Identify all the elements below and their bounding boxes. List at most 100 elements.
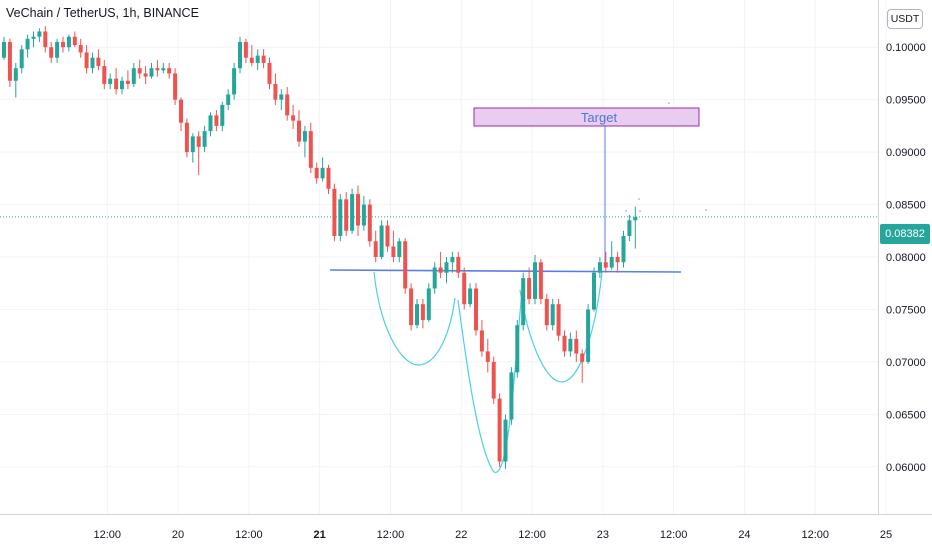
candle — [202, 125, 207, 153]
x-tick-label: 23 — [597, 529, 609, 541]
candle — [120, 76, 124, 95]
candle — [13, 62, 18, 98]
candle — [379, 220, 384, 260]
candle — [479, 319, 484, 357]
candle — [96, 49, 101, 71]
candle-body — [474, 288, 478, 331]
candle — [356, 185, 360, 237]
candle-body — [314, 167, 319, 179]
candle-body — [391, 246, 396, 257]
x-tick-label: 24 — [738, 529, 750, 541]
candle — [131, 62, 136, 88]
candle-body — [597, 262, 602, 273]
candle — [226, 89, 231, 111]
candle-body — [273, 83, 278, 100]
x-tick-label: 25 — [880, 529, 892, 541]
candle-body — [450, 257, 455, 263]
candle-body — [78, 45, 83, 53]
candle — [391, 230, 396, 263]
candle — [161, 62, 166, 74]
x-tick-label: 12:00 — [93, 529, 121, 541]
candle-body — [420, 304, 425, 320]
y-tick-label: 0.07500 — [886, 304, 926, 316]
candle — [167, 62, 172, 79]
candle-body — [120, 80, 124, 90]
y-tick-label: 0.10000 — [886, 42, 926, 54]
candle-body — [456, 257, 461, 273]
candle-body — [633, 217, 638, 221]
candle-body — [13, 68, 18, 81]
candle — [485, 338, 490, 373]
candle-body — [462, 272, 467, 305]
candle-body — [627, 220, 632, 237]
candle — [19, 45, 24, 74]
candle — [574, 330, 579, 362]
candle — [403, 238, 408, 294]
candle — [438, 251, 443, 278]
candle-body — [37, 31, 42, 37]
candle — [155, 59, 160, 77]
candle — [37, 28, 42, 42]
candle-body — [544, 298, 549, 326]
y-tick-label: 0.06500 — [886, 409, 926, 421]
target-box[interactable] — [473, 107, 700, 127]
left-shoulder-curve — [373, 271, 456, 366]
candle — [243, 38, 248, 63]
candle-body — [167, 68, 172, 74]
candle-body — [255, 55, 260, 63]
candle — [190, 133, 195, 163]
candle — [173, 68, 178, 105]
candle — [61, 36, 65, 53]
candle-body — [444, 262, 449, 273]
candle-body — [238, 41, 242, 69]
candle-body — [190, 136, 195, 153]
candle — [373, 230, 378, 263]
candle — [350, 188, 355, 234]
candle — [538, 259, 543, 305]
candle-body — [96, 57, 101, 67]
y-tick-label: 0.08000 — [886, 252, 926, 264]
candle — [84, 45, 89, 74]
currency-button[interactable]: USDT — [887, 9, 923, 29]
candle-body — [184, 122, 189, 153]
candle — [633, 206, 638, 249]
candle-body — [102, 66, 107, 84]
candle-body — [149, 68, 154, 77]
candle — [320, 157, 325, 182]
candle-body — [385, 225, 390, 247]
candle-body — [202, 131, 207, 147]
candle — [597, 257, 602, 278]
candle — [179, 97, 183, 132]
candle — [426, 283, 431, 323]
right-shoulder-curve — [519, 271, 603, 383]
candle-body — [291, 115, 296, 121]
candle — [556, 298, 561, 341]
candle-body — [562, 335, 567, 352]
candle-body — [84, 52, 89, 69]
time-axis[interactable]: 12:00 20 12:00 21 12:00 22 12:00 23 12:00 24 12:00… — [93, 529, 892, 541]
candle — [468, 283, 473, 308]
x-tick-label: 12:00 — [518, 529, 546, 541]
candle — [603, 251, 608, 273]
candle — [450, 251, 455, 273]
x-tick-label: 20 — [172, 529, 184, 541]
candle-body — [515, 325, 520, 373]
x-tick-label: 12:00 — [235, 529, 263, 541]
candle-body — [7, 41, 12, 81]
candle — [456, 251, 461, 278]
candle-body — [521, 277, 526, 326]
candle-body — [297, 120, 301, 142]
candle-body — [143, 73, 148, 77]
candle — [361, 196, 366, 231]
candle-body — [114, 78, 119, 90]
x-tick-label: 21 — [314, 529, 326, 541]
y-tick-label: 0.09500 — [886, 95, 926, 107]
candle-body — [261, 55, 266, 63]
chart-title: VeChain / TetherUS, 1h, BINANCE — [6, 6, 199, 20]
candle — [102, 59, 107, 90]
candle — [114, 68, 119, 95]
candle — [25, 34, 30, 58]
price-axis[interactable]: 0.10000 0.09500 0.09000 0.08500 0.08000 0.075… — [886, 42, 926, 474]
candle-body — [344, 199, 349, 231]
